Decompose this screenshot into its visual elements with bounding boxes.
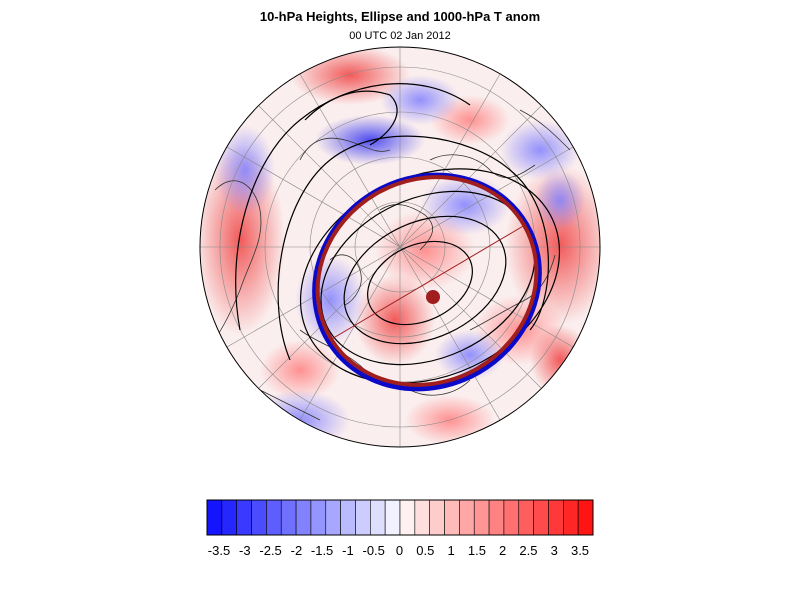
colorbar-bin [563,499,579,536]
colorbar-tick-label: 2.5 [519,543,538,558]
colorbar-bin [488,499,505,536]
colorbar-bin [280,499,297,536]
colorbar-tick-label: 1 [447,543,455,558]
colorbar-bin [473,499,490,536]
colorbar-tick-label: 1.5 [467,543,486,558]
colorbar-bin [295,499,312,536]
colorbar-tick-label: -3 [239,543,251,558]
ellipse-major-axis [329,224,526,341]
observed-vortex-ellipse [312,172,542,392]
map-boundary [199,46,601,448]
colorbar-tick-label: 2 [498,543,507,558]
colorbar-bin [221,499,238,536]
colorbar-bin [251,499,267,536]
colorbar-bin [414,499,431,536]
colorbar-tick-label: 0 [395,543,404,558]
colorbar-bin [266,499,282,536]
chart-subtitle: 00 UTC 02 Jan 2012 [349,30,451,42]
colorbar-tick-label: -2 [290,543,303,558]
colorbar-bin [325,499,341,536]
colorbar-bin [548,499,564,536]
colorbar-tick-label: -3.5 [207,543,231,558]
vortex-centroid-marker [426,290,440,304]
colorbar-bin [340,499,356,536]
colorbar-bin [459,499,475,536]
colorbar-bin [399,499,416,536]
coastlines [213,109,571,421]
colorbar-bin [503,499,520,536]
colorbar-bin [518,499,534,536]
colorbar-frame [206,499,594,536]
chart-title: 10-hPa Heights, Ellipse and 1000-hPa T a… [259,9,541,24]
colorbar-bin [206,499,223,536]
colorbar-tick-label: -0.5 [362,543,385,558]
colorbar-tick-label: 3.5 [570,543,590,558]
colorbar-bin [310,499,327,536]
colorbar-tick-label: -1 [342,543,354,558]
colorbar-tick-label: -1.5 [310,543,334,558]
colorbar-bin [577,499,594,536]
colorbar-bin [236,499,252,536]
colorbar-bin [370,499,386,536]
colorbar-bin [429,499,445,536]
colorbar-bin [355,499,371,536]
fitted-vortex-ellipse [315,175,539,387]
colorbar-bin [444,499,460,536]
colorbar-tick-label: 0.5 [416,543,435,558]
colorbar-tick-label: -2.5 [259,543,282,558]
colorbar-bin [384,499,401,536]
height-contours [235,83,561,384]
colorbar-bin [533,499,549,536]
colorbar-tick-label: 3 [550,543,558,558]
